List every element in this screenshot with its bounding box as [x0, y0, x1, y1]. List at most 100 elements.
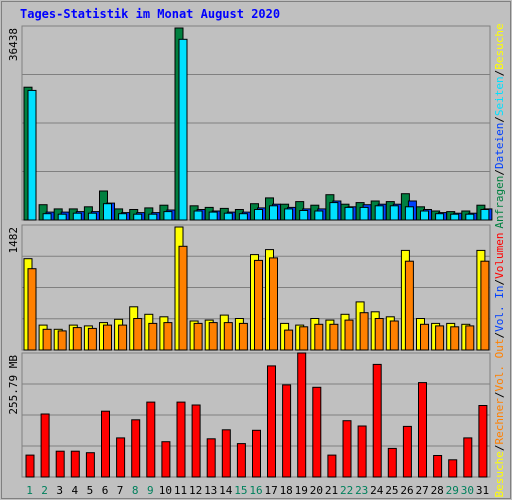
bar-rechner-day-27 — [420, 323, 429, 351]
x-tick-label-day-9: 9 — [147, 484, 154, 497]
chart-panels: 36438Anfragen/Dateien/Seiten/Besuche1482… — [7, 23, 506, 497]
bar-rechner-day-31 — [480, 260, 490, 351]
bar-rechner-day-30 — [465, 325, 475, 351]
x-tick-label-day-16: 16 — [249, 484, 262, 497]
x-tick-label-day-22: 22 — [340, 484, 353, 497]
right-legend-part: / — [493, 332, 506, 339]
x-tick-label-day-29: 29 — [446, 484, 459, 497]
bar-seiten-day-17 — [269, 205, 278, 221]
bar-volumen-day-26 — [402, 425, 412, 478]
right-legend-part: Dateien — [493, 123, 506, 169]
bar-volumen-day-19 — [297, 352, 307, 478]
x-tick-label-day-10: 10 — [159, 484, 172, 497]
bar-rechner-day-11 — [178, 245, 188, 351]
bar-rechner-day-16 — [254, 259, 263, 351]
bar-seiten-day-9 — [148, 213, 158, 221]
bar-seiten-day-1 — [27, 89, 37, 221]
bar-seiten-day-5 — [87, 212, 97, 221]
bar-rechner-day-3 — [57, 330, 67, 351]
x-tick-label-day-31: 31 — [476, 484, 489, 497]
x-tick-label-day-21: 21 — [325, 484, 338, 497]
x-tick-label-day-6: 6 — [102, 484, 109, 497]
right-legend-part: Besuche — [493, 23, 506, 69]
bar-seiten-day-25 — [389, 205, 399, 221]
bar-seiten-day-16 — [254, 209, 263, 221]
bar-volumen-day-11 — [176, 401, 186, 478]
bar-volumen-day-13 — [206, 438, 216, 478]
bar-volumen-day-17 — [267, 365, 276, 478]
right-legend-panel1: Anfragen/Dateien/Seiten/Besuche — [493, 23, 506, 228]
x-tick-label-day-24: 24 — [370, 484, 384, 497]
bar-seiten-day-4 — [72, 212, 82, 221]
bar-volumen-day-25 — [387, 447, 397, 478]
bar-volumen-day-3 — [55, 450, 65, 478]
bar-rechner-day-4 — [72, 327, 82, 351]
x-tick-label-day-11: 11 — [174, 484, 187, 497]
chart-title: Tages-Statistik im Monat August 2020 — [20, 7, 280, 21]
bar-seiten-day-21 — [329, 202, 339, 221]
x-tick-label-day-13: 13 — [204, 484, 217, 497]
right-legend-part: Besuche — [493, 451, 506, 497]
x-tick-label-day-2: 2 — [41, 484, 48, 497]
bar-volumen-day-8 — [131, 419, 141, 478]
bar-rechner-day-17 — [269, 257, 278, 351]
bar-seiten-day-2 — [42, 213, 52, 221]
right-legend-part: Anfragen — [493, 176, 506, 229]
x-tick-label-day-19: 19 — [295, 484, 308, 497]
x-tick-label-day-26: 26 — [400, 484, 413, 497]
bar-volumen-day-29 — [448, 459, 458, 478]
bar-volumen-day-23 — [357, 425, 367, 478]
bar-volumen-day-31 — [478, 405, 488, 478]
bar-seiten-day-15 — [238, 213, 248, 221]
right-legend-part: / — [493, 391, 506, 398]
bar-volumen-day-16 — [252, 429, 261, 478]
x-tick-label-day-8: 8 — [132, 484, 139, 497]
bar-seiten-day-11 — [178, 38, 188, 221]
bar-seiten-day-22 — [344, 206, 354, 221]
right-legend-part: Vol. Out — [493, 339, 506, 392]
x-tick-label-day-18: 18 — [280, 484, 293, 497]
bar-seiten-day-24 — [374, 205, 384, 221]
bar-rechner-day-9 — [148, 322, 158, 351]
bar-rechner-day-26 — [404, 260, 414, 351]
bar-volumen-day-28 — [433, 455, 443, 478]
bar-rechner-day-28 — [435, 325, 445, 351]
bar-seiten-day-28 — [435, 213, 445, 221]
y-max-label: 255.79 MB — [7, 355, 20, 415]
bar-seiten-day-12 — [193, 210, 203, 221]
right-legend-part: / — [493, 169, 506, 176]
bar-volumen-day-24 — [372, 363, 382, 478]
bar-volumen-day-14 — [221, 429, 231, 478]
x-tick-label-day-3: 3 — [56, 484, 63, 497]
bar-seiten-day-10 — [163, 211, 173, 221]
right-legend-panel2: Besuche/Rechner/Vol. Out/Vol. In/Volumen — [493, 233, 506, 498]
bar-seiten-day-8 — [133, 213, 143, 221]
bar-seiten-day-7 — [118, 213, 128, 221]
bar-volumen-day-30 — [463, 437, 473, 478]
bar-rechner-day-2 — [42, 328, 52, 351]
bar-rechner-day-20 — [314, 323, 324, 351]
bar-volumen-day-21 — [327, 454, 337, 478]
bar-rechner-day-14 — [223, 322, 233, 351]
bar-seiten-day-6 — [103, 203, 112, 221]
bar-seiten-day-18 — [284, 208, 294, 221]
bar-rechner-day-6 — [103, 324, 112, 351]
y-max-label: 1482 — [7, 227, 20, 254]
x-tick-label-day-15: 15 — [234, 484, 247, 497]
bar-rechner-day-25 — [389, 320, 399, 351]
right-legend-part: / — [493, 116, 506, 123]
bar-seiten-day-14 — [223, 212, 233, 221]
bar-volumen-day-9 — [146, 401, 156, 478]
right-legend-part: / — [493, 279, 506, 286]
bar-rechner-day-24 — [374, 318, 384, 351]
right-legend-part: / — [493, 70, 506, 77]
bar-volumen-day-7 — [116, 437, 126, 478]
bar-volumen-day-18 — [282, 384, 292, 478]
x-tick-label-day-23: 23 — [355, 484, 368, 497]
bar-rechner-day-7 — [118, 324, 128, 351]
bar-volumen-day-10 — [161, 441, 171, 478]
bar-seiten-day-23 — [359, 206, 369, 221]
